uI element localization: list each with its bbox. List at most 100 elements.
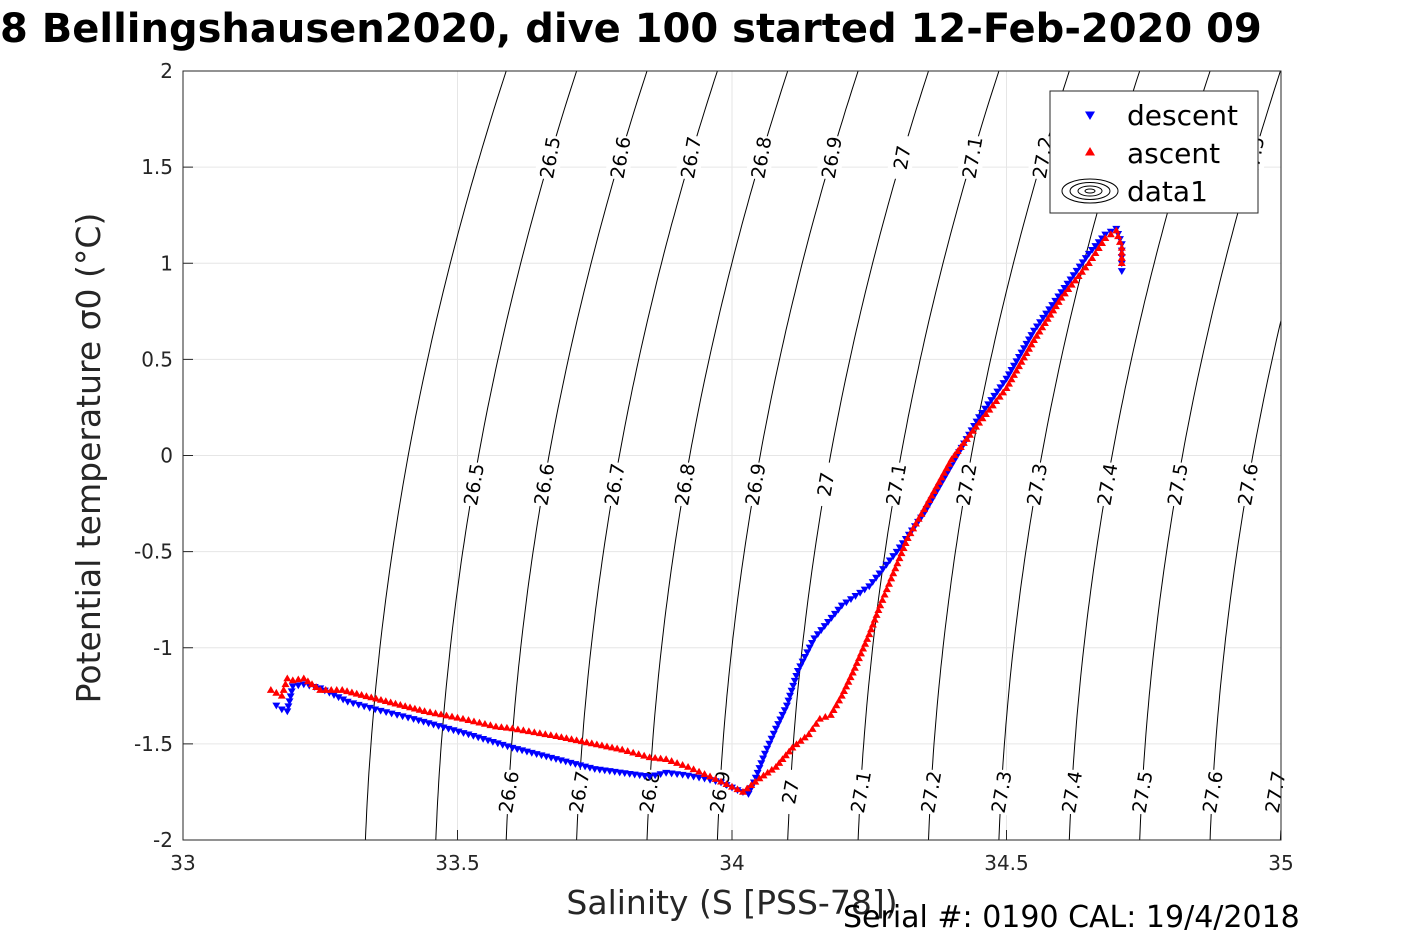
marker-ascent — [872, 611, 881, 618]
marker-descent — [283, 708, 292, 716]
marker-ascent — [372, 694, 381, 702]
legend-contour-icon — [1069, 182, 1111, 200]
marker-ascent — [978, 414, 987, 422]
isopycnal-line — [1209, 320, 1282, 841]
marker-descent — [830, 610, 839, 618]
isopycnal-line — [576, 70, 718, 841]
marker-descent — [984, 401, 993, 409]
marker-ascent — [885, 579, 894, 587]
marker-ascent — [386, 698, 395, 706]
marker-descent — [1029, 327, 1038, 335]
marker-ascent — [942, 464, 951, 472]
marker-descent — [834, 606, 843, 614]
marker-ascent — [751, 777, 760, 785]
marker-descent — [990, 392, 999, 400]
marker-ascent — [1009, 371, 1018, 378]
marker-ascent — [895, 554, 904, 562]
isopycnal-label-bg — [956, 133, 988, 182]
isopycnal-label: 27 — [778, 778, 804, 806]
marker-ascent — [347, 688, 356, 696]
marker-ascent — [1019, 353, 1028, 361]
marker-ascent — [431, 709, 440, 717]
marker-ascent — [785, 747, 794, 755]
marker-ascent — [700, 770, 709, 777]
marker-ascent — [876, 601, 885, 609]
marker-ascent — [502, 723, 511, 731]
marker-descent — [1024, 336, 1033, 344]
marker-ascent — [909, 524, 918, 532]
marker-ascent — [1051, 302, 1060, 310]
marker-ascent — [808, 725, 817, 732]
marker-descent — [1017, 349, 1026, 357]
marker-ascent — [410, 704, 419, 712]
marker-descent — [1094, 239, 1103, 247]
marker-descent — [765, 740, 774, 748]
isopycnal-label-bg — [1161, 460, 1193, 509]
marker-ascent — [850, 663, 859, 671]
isopycnal-label-bg — [745, 133, 777, 182]
marker-ascent — [645, 753, 654, 761]
marker-descent — [1022, 340, 1031, 348]
marker-ascent — [546, 731, 555, 739]
marker-ascent — [613, 744, 622, 752]
marker-descent — [978, 409, 987, 417]
marker-descent — [1057, 289, 1066, 297]
marker-ascent — [572, 736, 581, 744]
marker-ascent — [1117, 254, 1126, 261]
isopycnal-label-group: 26.7 — [674, 133, 707, 182]
isopycnal-label-bg — [915, 768, 947, 816]
isopycnal-line — [646, 70, 789, 841]
x-tick-label: 33.5 — [435, 851, 480, 875]
marker-ascent — [835, 696, 844, 704]
marker-ascent — [283, 674, 292, 682]
marker-ascent — [935, 478, 944, 485]
marker-ascent — [552, 732, 561, 739]
marker-ascent — [1040, 319, 1049, 327]
data-markers — [266, 225, 1126, 798]
marker-ascent — [299, 674, 308, 682]
marker-ascent — [829, 706, 838, 714]
marker-ascent — [303, 677, 312, 685]
marker-ascent — [401, 702, 410, 710]
isopycnal-label-bg — [534, 133, 566, 182]
marker-descent — [868, 579, 877, 586]
marker-ascent — [277, 691, 286, 699]
marker-ascent — [530, 728, 539, 736]
marker-ascent — [376, 695, 385, 703]
marker-ascent — [781, 751, 790, 759]
isopycnal-label-bg — [809, 460, 842, 509]
marker-ascent — [899, 544, 908, 552]
marker-ascent — [947, 455, 956, 463]
marker-ascent — [381, 697, 390, 705]
marker-ascent — [985, 405, 994, 413]
y-tick-label: -2 — [153, 828, 173, 852]
marker-ascent — [557, 733, 566, 741]
marker-descent — [981, 405, 990, 413]
marker-descent — [824, 618, 833, 626]
marker-ascent — [863, 635, 872, 642]
isopycnal-label-bg — [528, 460, 560, 509]
marker-ascent — [870, 615, 879, 623]
isopycnal-label-bg — [1232, 460, 1264, 509]
marker-ascent — [878, 596, 887, 603]
marker-ascent — [959, 439, 968, 446]
marker-ascent — [932, 482, 941, 490]
marker-ascent — [1074, 272, 1083, 280]
marker-descent — [1007, 367, 1016, 374]
marker-descent — [1081, 255, 1090, 262]
y-tick-label: 2 — [160, 59, 173, 83]
isopycnal-line — [505, 70, 648, 841]
isopycnal-label-group: 26.5 — [534, 133, 566, 182]
marker-ascent — [1094, 244, 1103, 252]
legend-contour-icon — [1077, 185, 1103, 197]
marker-descent — [673, 771, 682, 778]
marker-descent — [662, 769, 671, 777]
marker-ascent — [837, 691, 846, 699]
marker-ascent — [667, 757, 676, 764]
marker-ascent — [722, 780, 731, 788]
marker-descent — [1075, 263, 1084, 271]
marker-ascent — [821, 712, 830, 720]
marker-ascent — [608, 743, 617, 751]
marker-ascent — [965, 430, 974, 438]
marker-ascent — [327, 686, 336, 693]
